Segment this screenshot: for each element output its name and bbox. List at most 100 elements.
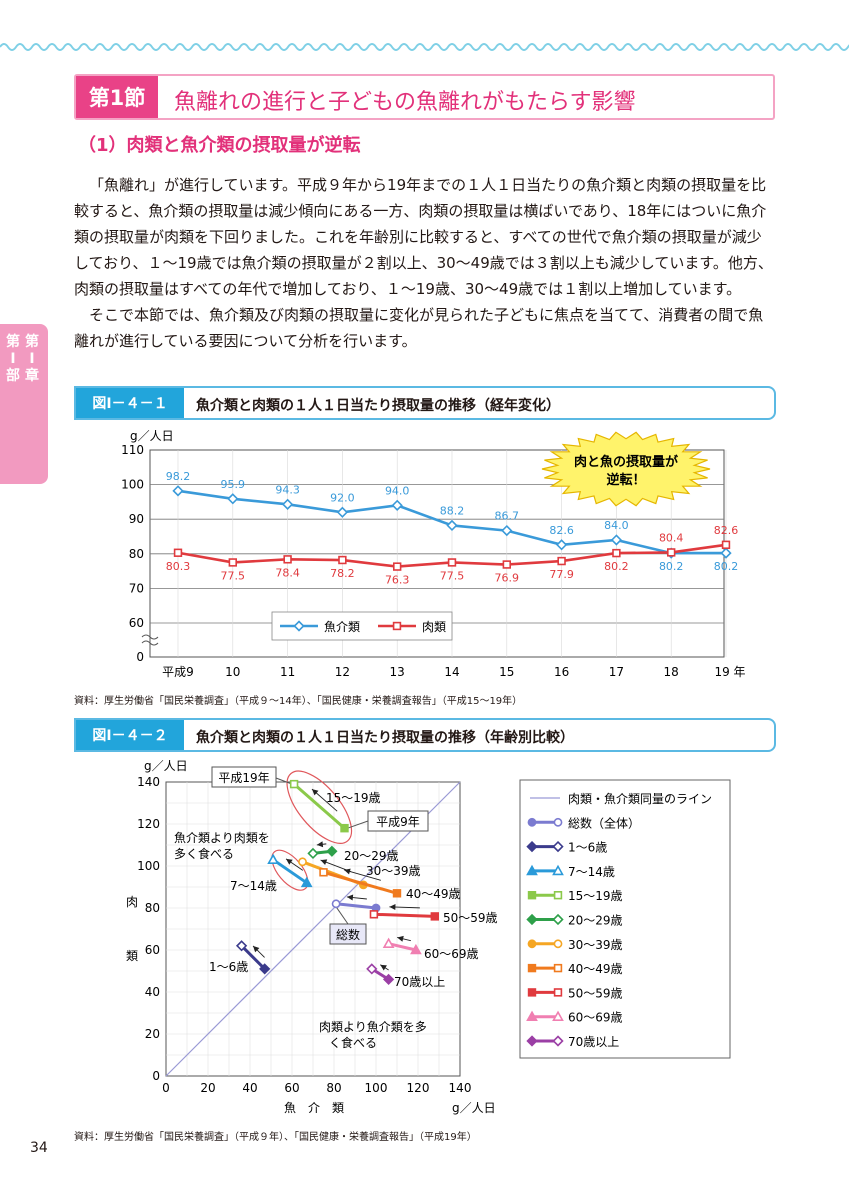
- figure2-number: 図Ⅰ－４－２: [76, 720, 184, 750]
- legend-marker-h19: [552, 1010, 564, 1022]
- legend-label: 50〜59歳: [568, 986, 623, 1000]
- leader-h19: [275, 777, 293, 785]
- series-label: 20〜29歳: [344, 849, 399, 863]
- series-label: 70歳以上: [394, 975, 445, 989]
- legend-marker-h9: [527, 988, 537, 997]
- annotation-meat-more-line1: 魚介類より肉類を: [174, 831, 270, 845]
- direction-arrowhead: [397, 935, 404, 942]
- fish-data-label: 86.7: [495, 510, 520, 523]
- figure1-header: 図Ⅰ－４－１ 魚介類と肉類の１人１日当たり摂取量の推移（経年変化）: [74, 386, 776, 420]
- series-point-h19: [331, 899, 341, 909]
- series-2: 7〜14歳: [230, 853, 313, 893]
- x-tick-label: 12: [335, 665, 350, 679]
- legend-marker-h9: [527, 963, 537, 973]
- x-tick-label: 16: [554, 665, 569, 679]
- x-tick-label: 60: [284, 1081, 299, 1095]
- legend-label: 総数（全体）: [568, 815, 640, 830]
- legend-marker-h9: [526, 1010, 538, 1022]
- x-tick-label: 17: [609, 665, 624, 679]
- fish-data-label: 95.9: [221, 478, 246, 491]
- annotation-fish-more-line1: 肉類より魚介類を多: [319, 1020, 427, 1034]
- series-point-h19: [366, 963, 378, 975]
- legend-label: 20〜29歳: [568, 914, 623, 928]
- direction-arrowhead: [344, 868, 351, 875]
- legend-label: 肉類: [422, 620, 446, 634]
- legend-label-ref: 肉類・魚介類同量のライン: [568, 792, 712, 806]
- direction-arrowhead: [389, 904, 396, 911]
- series-point-h19: [298, 857, 307, 867]
- y-tick-label: 60: [129, 616, 144, 630]
- fish-point: [501, 524, 513, 537]
- series-point-h9: [410, 943, 422, 955]
- y-axis-label-2: 類: [126, 949, 138, 963]
- fish-point: [281, 498, 294, 510]
- series-segment: [373, 912, 435, 918]
- fish-point: [446, 519, 458, 532]
- side-tab-part: 第Ⅰ部: [6, 334, 20, 384]
- y-tick-label: 140: [137, 775, 160, 789]
- legend-marker-h19: [552, 864, 564, 876]
- y-tick-label: 80: [145, 901, 160, 915]
- legend-marker-h19: [553, 939, 563, 949]
- legend-label: 40〜49歳: [568, 962, 623, 976]
- fish-data-label: 80.2: [659, 560, 684, 573]
- subheading: （1）肉類と魚介類の摂取量が逆転: [78, 135, 361, 156]
- paragraph-2: そこで本節では、魚介類及び肉類の摂取量に変化が見られた子どもに焦点を当てて、消費…: [74, 306, 764, 350]
- fish-point: [227, 493, 239, 505]
- series-label: 1〜6歳: [209, 960, 248, 974]
- y-axis-label-1: 肉: [126, 895, 138, 909]
- series-point-h9: [430, 912, 439, 921]
- x-tick-label: 11: [280, 665, 295, 679]
- legend-marker-h19: [553, 963, 563, 973]
- series-7: 50〜59歳: [369, 904, 498, 925]
- series-segment: [335, 902, 377, 910]
- callout-burst: [541, 431, 711, 507]
- fish-data-label: 84.0: [604, 519, 629, 532]
- meat-data-label: 80.2: [604, 560, 629, 573]
- direction-arrowhead: [346, 894, 354, 901]
- legend-marker-h19: [553, 891, 563, 900]
- legend-label: 70歳以上: [568, 1035, 619, 1049]
- meat-data-label: 77.5: [221, 569, 246, 582]
- fish-data-label: 80.2: [714, 560, 739, 573]
- x-tick-label: 140: [449, 1081, 472, 1095]
- legend-marker-h19: [552, 913, 564, 926]
- y-tick-label: 110: [121, 443, 144, 457]
- x-tick-label: 40: [242, 1081, 257, 1095]
- meat-point: [228, 558, 237, 567]
- fish-point: [336, 506, 349, 518]
- y-axis-unit: g／人日: [130, 429, 174, 443]
- legend-marker: [392, 621, 402, 631]
- legend-marker-h19: [553, 817, 563, 827]
- legend-marker-h19: [552, 840, 564, 853]
- meat-point: [447, 558, 457, 567]
- series-segment: [323, 870, 398, 895]
- label-box-h19: [211, 766, 277, 788]
- series-point-h19: [369, 910, 379, 919]
- legend-marker-h9: [527, 939, 537, 949]
- legend-marker-h19: [553, 988, 563, 997]
- series-4: 20〜29歳: [307, 841, 399, 863]
- fish-data-label: 94.3: [275, 483, 300, 496]
- series-6: 40〜49歳: [319, 868, 461, 901]
- series-point-h9: [382, 973, 395, 986]
- legend: 魚介類 肉類: [271, 611, 453, 641]
- series-0: [331, 894, 381, 913]
- fish-point: [610, 534, 623, 546]
- figure2-title: 魚介類と肉類の１人１日当たり摂取量の推移（年齢別比較）: [196, 730, 574, 746]
- fish-data-label: 88.2: [440, 504, 465, 517]
- meat-point: [721, 540, 731, 550]
- x-tick-label: 120: [407, 1081, 430, 1095]
- legend-marker-h9: [526, 840, 538, 853]
- annotation-meat-more-line2: 多く食べる: [174, 846, 234, 861]
- figure2-header: 図Ⅰ－４－２ 魚介類と肉類の１人１日当たり摂取量の推移（年齢別比較）: [74, 718, 776, 752]
- series-point-h9: [392, 889, 402, 898]
- x-tick-label: 18: [664, 665, 679, 679]
- callout-text-line1: 肉と魚の摂取量が: [574, 454, 678, 470]
- label-h19: 平成19年: [218, 771, 269, 785]
- section-label: 第1節: [76, 76, 158, 118]
- series-label: 30〜39歳: [366, 864, 421, 878]
- meat-data-label: 77.5: [440, 569, 465, 582]
- body-text: 「魚離れ」が進行しています。平成９年から19年までの１人１日当たりの魚介類と肉類…: [74, 172, 776, 354]
